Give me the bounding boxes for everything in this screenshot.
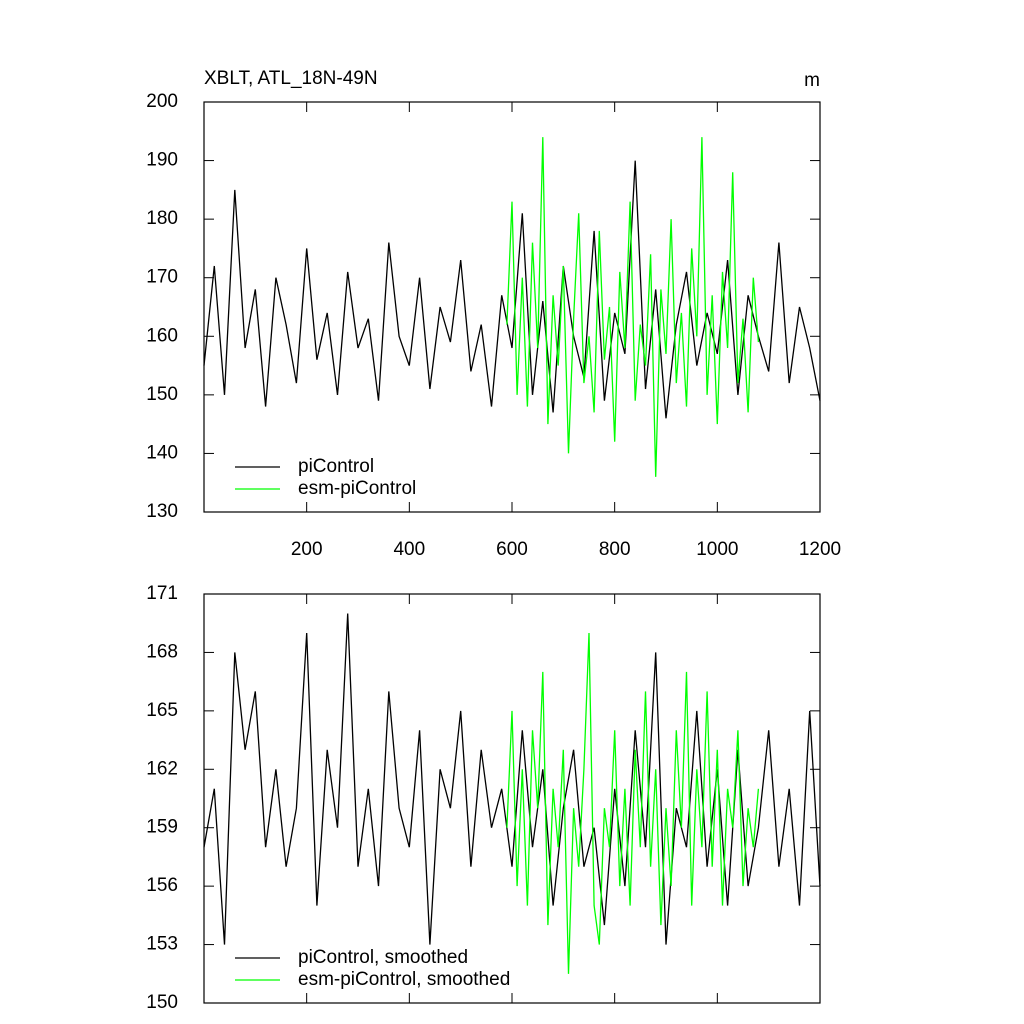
legend-label: piControl <box>298 456 374 477</box>
series-line <box>203 613 821 945</box>
y-tick-label: 160 <box>146 325 178 346</box>
y-tick-label: 153 <box>146 934 178 955</box>
y-tick-label: 200 <box>146 91 178 112</box>
x-tick-label: 1200 <box>799 539 841 560</box>
y-tick-label: 150 <box>146 992 178 1013</box>
legend-label: piControl, smoothed <box>298 947 468 968</box>
units-label: m <box>804 70 820 91</box>
y-tick-label: 170 <box>146 267 178 288</box>
y-tick-label: 162 <box>146 758 178 779</box>
x-tick-label: 1000 <box>696 539 738 560</box>
plot-frame <box>203 101 821 513</box>
y-tick-label: 168 <box>146 641 178 662</box>
series-line <box>203 160 821 419</box>
chart-title: XBLT, ATL_18N-49N <box>204 68 378 89</box>
x-tick-label: 400 <box>393 539 425 560</box>
y-tick-label: 190 <box>146 150 178 171</box>
y-tick-label: 150 <box>146 384 178 405</box>
series-line <box>506 632 760 974</box>
y-tick-label: 180 <box>146 208 178 229</box>
x-tick-label: 200 <box>291 539 323 560</box>
y-tick-label: 165 <box>146 700 178 721</box>
legend-label: esm-piControl <box>298 478 416 499</box>
y-tick-label: 156 <box>146 875 178 896</box>
legend-label: esm-piControl, smoothed <box>298 969 510 990</box>
y-tick-label: 171 <box>146 583 178 604</box>
x-tick-label: 600 <box>496 539 528 560</box>
y-tick-label: 130 <box>146 501 178 522</box>
y-tick-label: 140 <box>146 442 178 463</box>
x-tick-label: 800 <box>599 539 631 560</box>
y-tick-label: 159 <box>146 817 178 838</box>
series-line <box>506 137 760 477</box>
